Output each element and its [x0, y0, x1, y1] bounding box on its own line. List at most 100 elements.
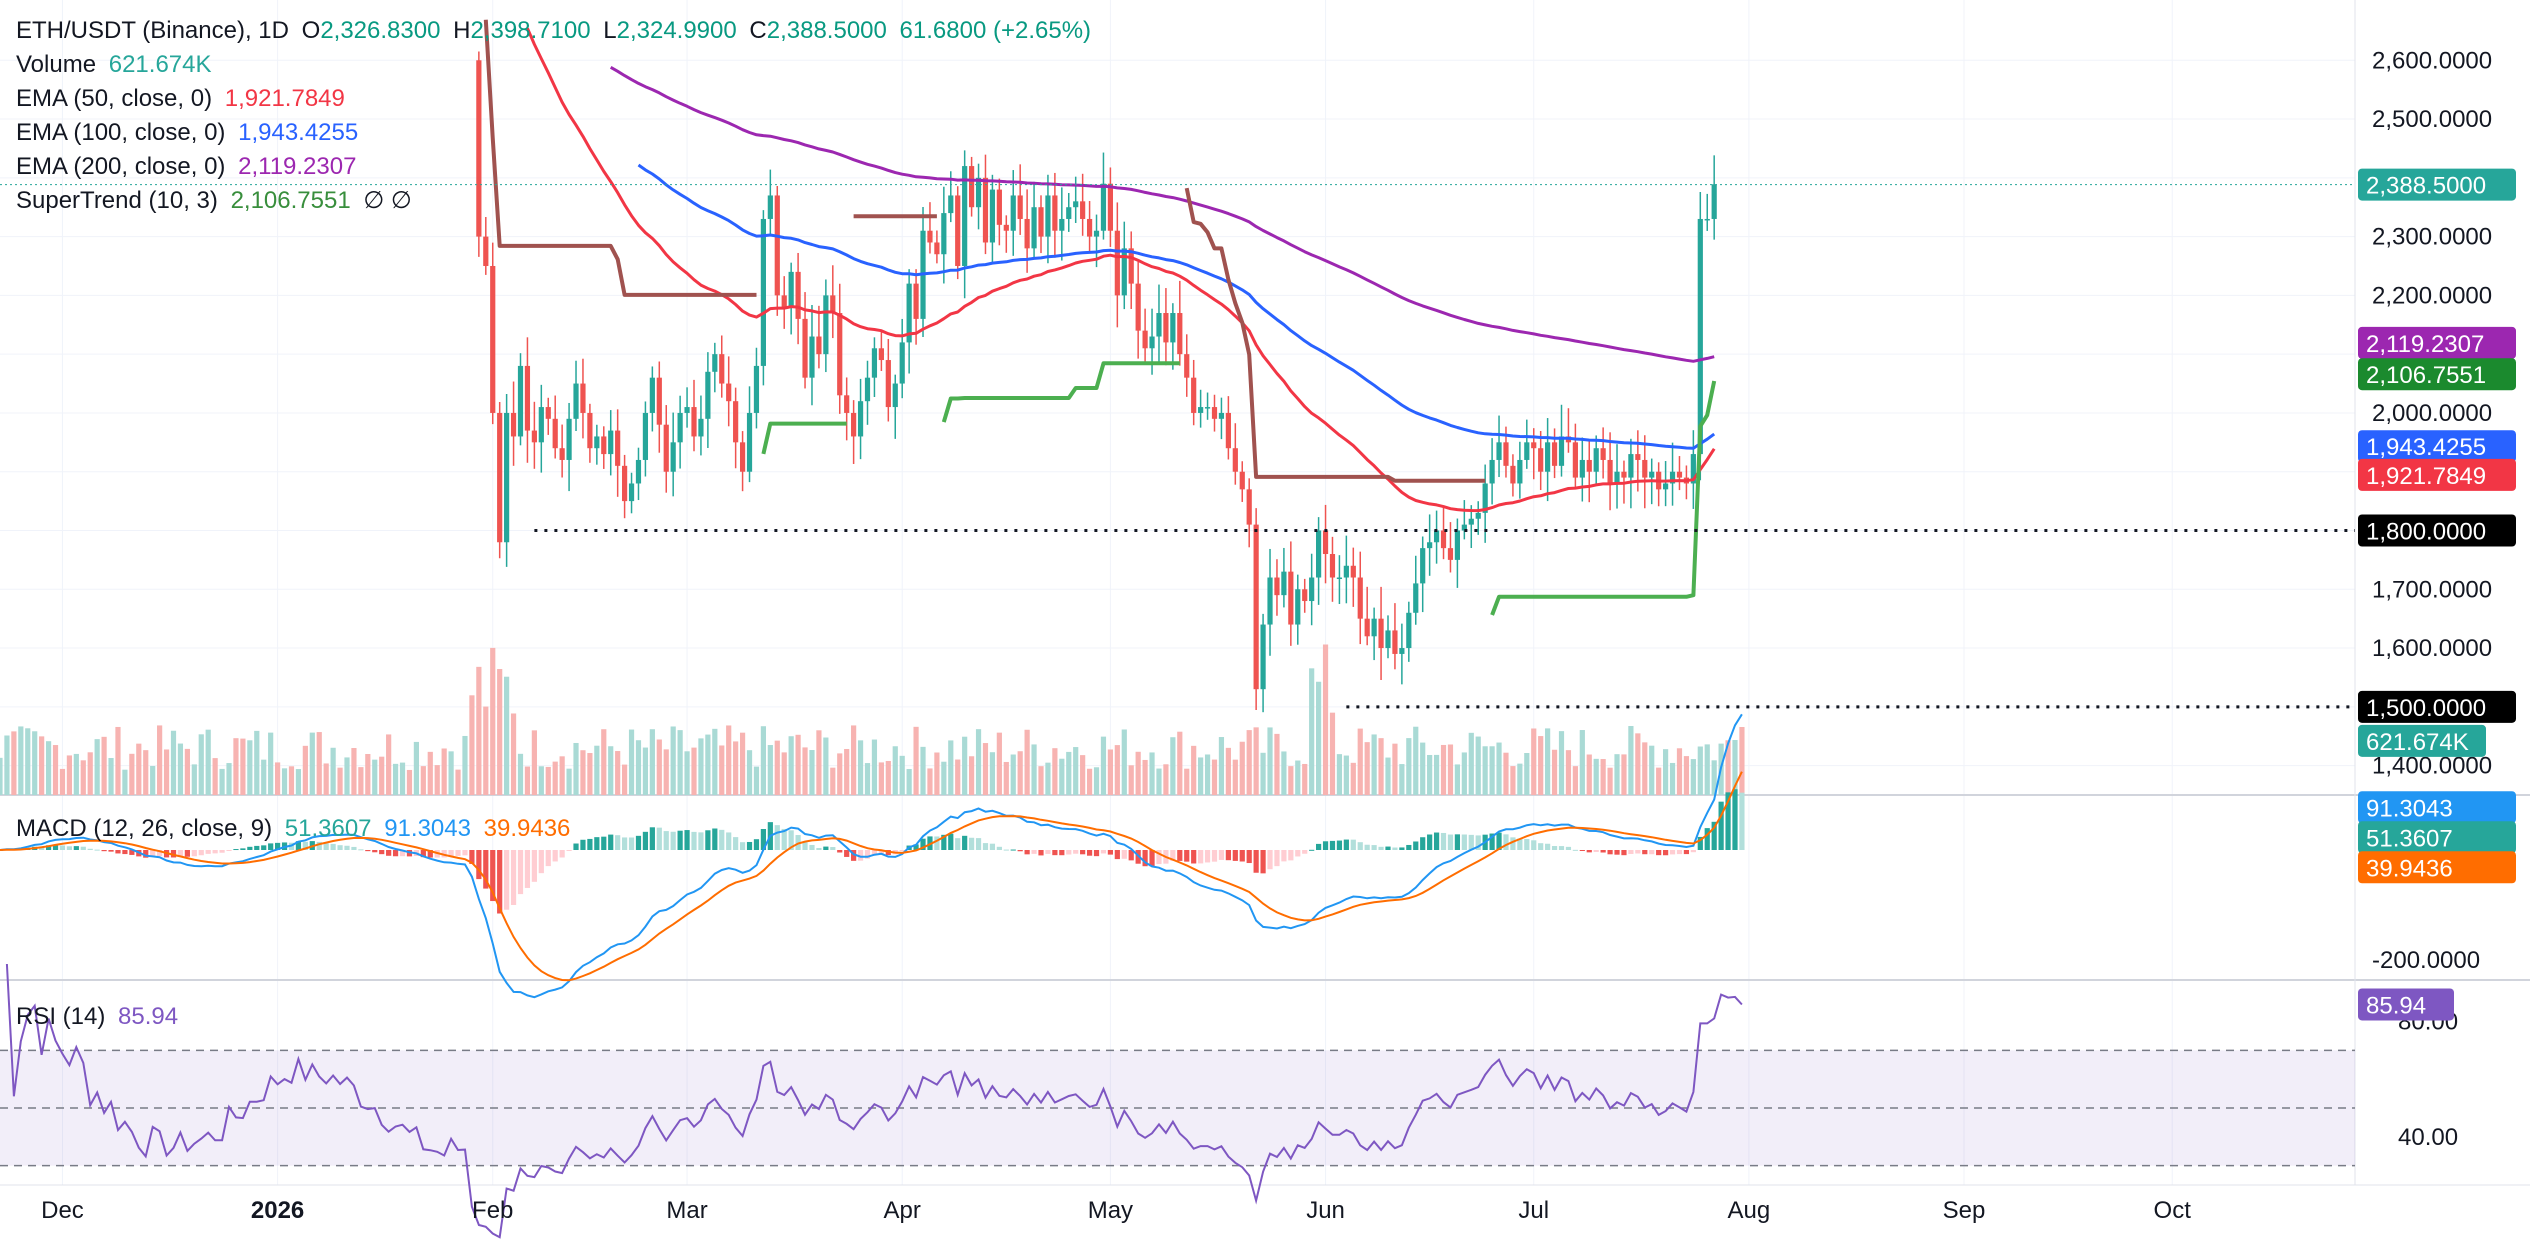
price-box-macd: 91.3043	[2358, 791, 2516, 824]
price-tick-label: 2,600.0000	[2372, 47, 2492, 74]
candle-body	[608, 430, 614, 455]
volume-bar	[1489, 746, 1495, 795]
macd-histogram-bar	[59, 845, 66, 850]
legend-ema50[interactable]: EMA (50, close, 0) 1,921.7849	[16, 82, 1097, 116]
candle-body	[996, 189, 1002, 225]
volume-bar	[1281, 751, 1287, 795]
volume-bar	[212, 758, 218, 795]
macd-histogram-bar	[441, 850, 447, 858]
price-box-level-1800-text: 1,800.0000	[2366, 518, 2486, 545]
macd-legend[interactable]: MACD (12, 26, close, 9) 51.3607 91.3043 …	[16, 812, 576, 846]
volume-bar	[746, 750, 753, 795]
candle-body	[823, 295, 829, 355]
candle-body	[1711, 184, 1717, 219]
legend-supertrend[interactable]: SuperTrend (10, 3) 2,106.7551 ∅ ∅	[16, 184, 1097, 218]
macd-histogram-bar	[1024, 850, 1030, 855]
macd-histogram-bar	[656, 827, 662, 850]
candle-body	[677, 412, 683, 443]
candle-body	[1343, 565, 1349, 578]
price-box-level-1500-text: 1,500.0000	[2366, 695, 2486, 722]
volume-bar	[1232, 759, 1238, 795]
price-box-macd-signal-text: 39.9436	[2366, 855, 2453, 882]
rsi-legend[interactable]: RSI (14) 85.94	[16, 1000, 184, 1034]
legend-ema200[interactable]: EMA (200, close, 0) 2,119.2307	[16, 150, 1097, 184]
macd-histogram-bar	[878, 850, 884, 854]
volume-bar	[434, 765, 440, 795]
macd-histogram-bar	[615, 835, 621, 850]
macd-histogram-bar	[1468, 834, 1474, 850]
price-box-level-1500-bg	[2358, 690, 2516, 723]
macd-histogram-bar	[1121, 850, 1127, 859]
candle-body	[1114, 230, 1120, 296]
volume-bar	[150, 765, 156, 795]
candle-body	[1031, 207, 1037, 249]
price-box-macd-signal: 39.9436	[2358, 851, 2516, 884]
price-box-ema50-bg	[2358, 458, 2516, 491]
candle-body	[1461, 524, 1467, 531]
candle-body	[906, 283, 912, 343]
volume-bar	[656, 739, 662, 795]
macd-histogram-bar	[1066, 850, 1072, 855]
macd-histogram-bar	[372, 850, 378, 853]
volume-bar	[857, 740, 864, 795]
candle-body	[1135, 283, 1141, 331]
macd-histogram-bar	[1059, 850, 1065, 856]
volume-bar	[87, 752, 93, 795]
volume-bar	[1260, 752, 1266, 795]
candle-body	[1274, 577, 1280, 596]
macd-histogram-bar	[1690, 850, 1696, 853]
macd-histogram-bar	[497, 850, 503, 914]
macd-histogram-bar	[705, 830, 711, 850]
macd-histogram-bar	[1017, 850, 1023, 852]
candle-body	[1149, 336, 1155, 349]
volume-bar	[1628, 726, 1634, 795]
candle-body	[670, 442, 676, 472]
volume-bar	[628, 729, 635, 795]
macd-histogram-bar	[969, 837, 975, 850]
volume-bar	[73, 753, 79, 795]
volume-bar	[753, 766, 760, 795]
macd-histogram-bar	[247, 846, 253, 850]
candle-body	[1267, 577, 1273, 625]
legend-ema100[interactable]: EMA (100, close, 0) 1,943.4255	[16, 116, 1097, 150]
macd-histogram-bar	[1503, 834, 1509, 850]
macd-histogram-bar	[108, 850, 114, 852]
volume-bar	[490, 647, 496, 795]
volume-bar	[1149, 752, 1155, 795]
macd-histogram-bar	[455, 850, 461, 856]
candle-body	[1003, 224, 1009, 231]
volume-bar	[510, 713, 517, 795]
candle-body	[1086, 218, 1093, 237]
legend-ema100-value: 1,943.4255	[238, 119, 359, 146]
macd-histogram-bar	[295, 841, 302, 850]
price-box-supertrend-text: 2,106.7551	[2366, 362, 2486, 389]
volume-bar	[32, 731, 38, 795]
legend-volume[interactable]: Volume 621.674K	[16, 48, 1097, 82]
macd-histogram-bar	[1628, 850, 1634, 854]
volume-bar	[531, 730, 537, 795]
time-tick-label: Sep	[1943, 1197, 1986, 1224]
volume-bar	[386, 734, 392, 795]
volume-bar	[45, 741, 52, 795]
volume-bar	[323, 763, 329, 795]
volume-bar	[1191, 745, 1197, 795]
macd-histogram-bar	[1593, 850, 1599, 852]
volume-bar	[115, 726, 121, 795]
volume-bar	[726, 725, 732, 795]
macd-histogram-bar	[330, 843, 336, 850]
time-tick-label: Apr	[884, 1197, 921, 1224]
candle-body	[948, 195, 954, 214]
volume-bar	[226, 763, 232, 795]
candle-body	[1676, 471, 1683, 478]
macd-histogram-bar	[1663, 850, 1669, 856]
macd-histogram-bar	[1433, 832, 1440, 850]
macd-histogram-bar	[1336, 840, 1343, 850]
macd-histogram-bar	[635, 835, 642, 850]
price-box-last: 2,388.5000	[2358, 168, 2516, 201]
candle-body	[1586, 459, 1592, 472]
volume-bar	[1385, 757, 1391, 795]
candle-body	[1281, 571, 1287, 596]
candle-body	[802, 318, 808, 378]
candle-body	[1475, 512, 1481, 519]
